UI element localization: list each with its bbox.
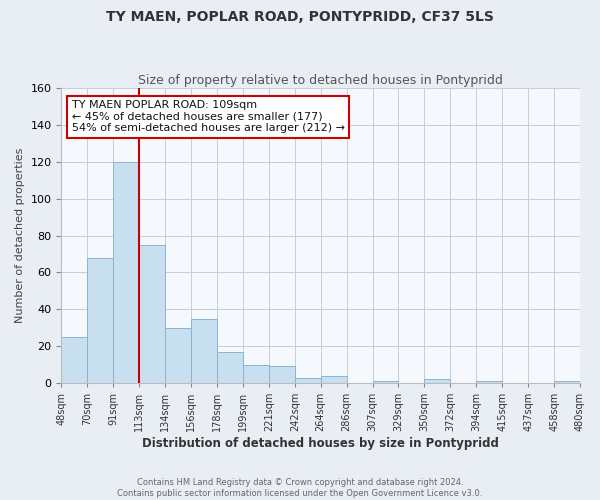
Bar (554, 381, 580, 383)
Bar (217, 352, 243, 383)
Bar (165, 328, 191, 383)
Bar (295, 378, 321, 383)
Bar (373, 381, 398, 383)
Text: TY MAEN, POPLAR ROAD, PONTYPRIDD, CF37 5LS: TY MAEN, POPLAR ROAD, PONTYPRIDD, CF37 5… (106, 10, 494, 24)
Bar (191, 318, 217, 383)
Text: Contains HM Land Registry data © Crown copyright and database right 2024.
Contai: Contains HM Land Registry data © Crown c… (118, 478, 482, 498)
Bar (61, 337, 88, 383)
Bar (476, 381, 502, 383)
X-axis label: Distribution of detached houses by size in Pontypridd: Distribution of detached houses by size … (142, 437, 499, 450)
Bar (243, 364, 269, 383)
Bar (321, 376, 347, 383)
Title: Size of property relative to detached houses in Pontypridd: Size of property relative to detached ho… (138, 74, 503, 87)
Bar (88, 258, 113, 383)
Bar (424, 380, 451, 383)
Y-axis label: Number of detached properties: Number of detached properties (15, 148, 25, 324)
Bar (269, 366, 295, 383)
Bar (139, 245, 165, 383)
Bar (113, 162, 139, 383)
Text: TY MAEN POPLAR ROAD: 109sqm
← 45% of detached houses are smaller (177)
54% of se: TY MAEN POPLAR ROAD: 109sqm ← 45% of det… (72, 100, 345, 133)
